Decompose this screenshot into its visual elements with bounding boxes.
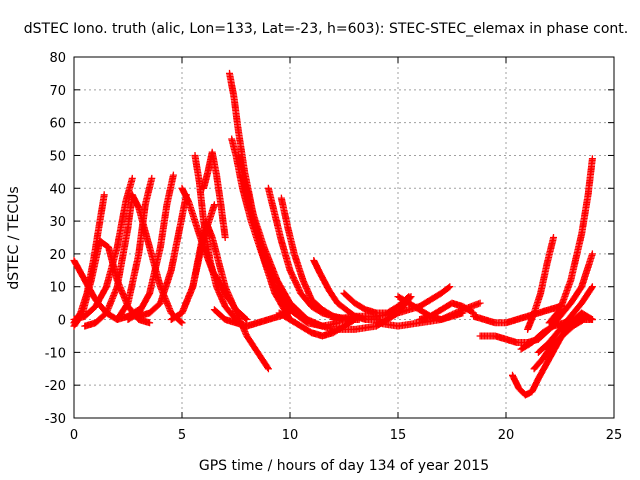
y-tick-label: 50 <box>49 149 66 164</box>
series-markers <box>191 152 240 323</box>
y-tick-label: 80 <box>49 51 66 66</box>
x-tick-label: 0 <box>70 428 78 443</box>
grid-lines <box>74 57 614 418</box>
y-tick-label: 70 <box>49 84 66 99</box>
data-series <box>530 316 596 373</box>
y-tick-label: 30 <box>49 215 66 230</box>
y-tick-label: 10 <box>49 281 66 296</box>
y-tick-label: 60 <box>49 117 66 132</box>
axis-ticks: 0 5 10 15 20 25 -30 -20 -10 0 10 20 30 40 50 60 70 80 <box>45 51 623 443</box>
data-series <box>394 293 467 323</box>
data-series <box>191 152 240 323</box>
y-tick-label: 40 <box>49 182 66 197</box>
data-series <box>545 155 596 327</box>
x-axis-label: GPS time / hours of day 134 of year 2015 <box>199 458 489 474</box>
data-series <box>135 191 190 320</box>
series-layer <box>70 69 596 399</box>
y-tick-label: 0 <box>58 314 66 329</box>
series-markers <box>200 148 229 241</box>
plot-frame <box>73 56 615 419</box>
x-tick-label: 20 <box>498 428 515 443</box>
series-markers <box>70 174 136 323</box>
series-markers <box>394 293 467 323</box>
series-markers <box>545 155 596 327</box>
x-tick-label: 5 <box>178 428 186 443</box>
series-markers <box>124 171 177 323</box>
series-markers <box>534 250 596 343</box>
data-series <box>234 152 344 330</box>
y-tick-label: -20 <box>45 379 66 394</box>
series-markers <box>135 191 190 320</box>
data-series <box>524 234 557 333</box>
y-tick-label: -30 <box>45 412 66 427</box>
data-series <box>200 148 229 241</box>
data-series <box>113 174 156 323</box>
chart-title: dSTEC Iono. truth (alic, Lon=133, Lat=-2… <box>24 21 628 37</box>
y-axis-label: dSTEC / TECUs <box>6 186 22 289</box>
data-series <box>124 171 177 323</box>
series-markers <box>524 234 557 333</box>
series-markers <box>234 152 344 330</box>
x-tick-label: 25 <box>606 428 623 443</box>
y-tick-label: 20 <box>49 248 66 263</box>
data-series <box>534 283 596 356</box>
series-markers <box>416 299 478 323</box>
x-tick-label: 15 <box>390 428 407 443</box>
y-tick-label: -10 <box>45 346 66 361</box>
series-markers <box>113 174 156 323</box>
series-markers <box>534 283 596 356</box>
series-markers <box>530 316 596 373</box>
data-series <box>534 250 596 343</box>
x-tick-label: 10 <box>282 428 299 443</box>
data-series <box>416 299 478 323</box>
data-series <box>70 174 136 323</box>
